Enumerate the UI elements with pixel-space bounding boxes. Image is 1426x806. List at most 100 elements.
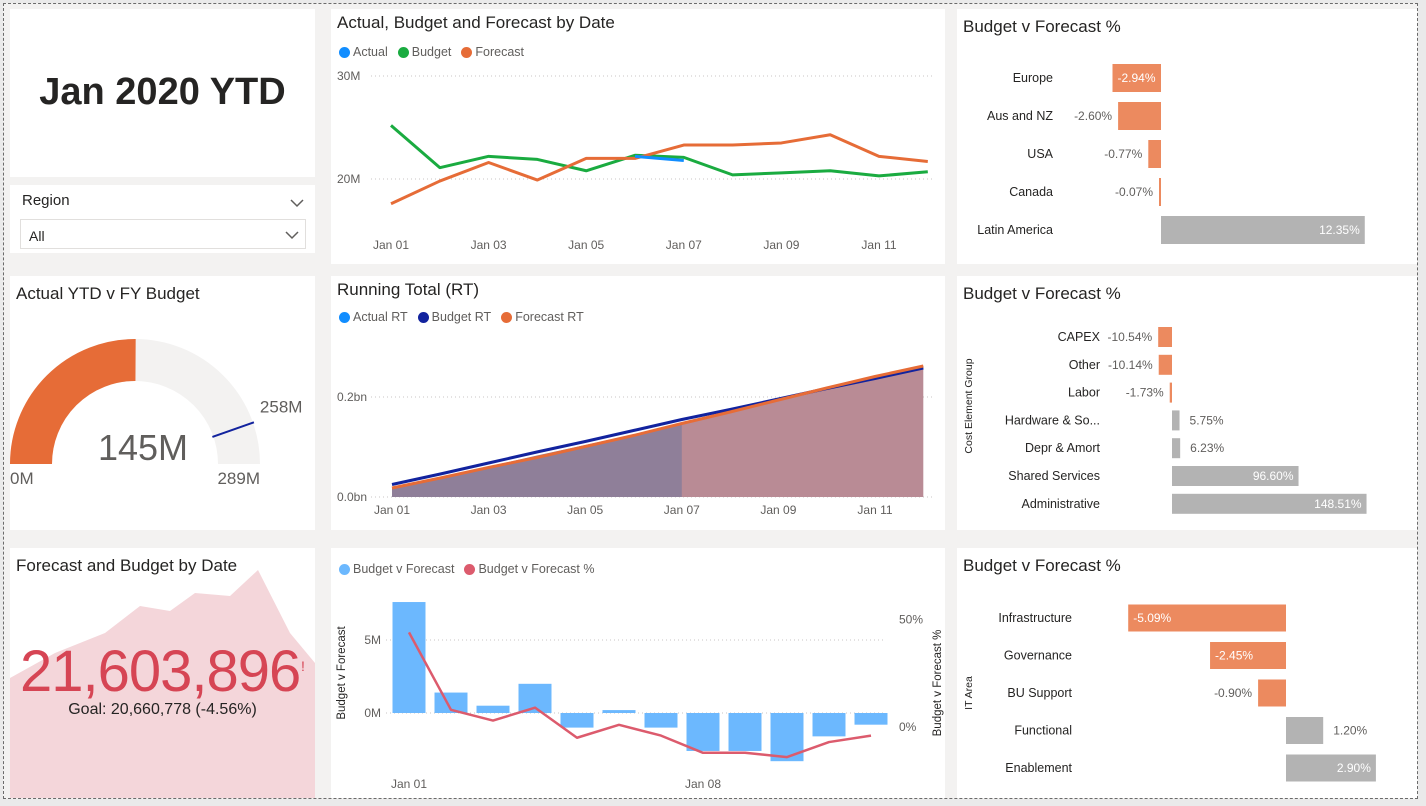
category-label: Labor bbox=[1068, 386, 1100, 400]
bar[interactable] bbox=[1286, 754, 1376, 782]
legend-marker bbox=[417, 311, 429, 323]
legend-item-budget-v-forecast[interactable]: Budget v Forecast bbox=[339, 562, 454, 576]
legend-item-forecast[interactable]: Forecast bbox=[461, 45, 524, 59]
gauge-value: 145M bbox=[98, 427, 188, 468]
legend-item-actual[interactable]: Actual bbox=[339, 45, 388, 59]
legend-label: Actual bbox=[353, 45, 388, 59]
it-bar-card[interactable]: Budget v Forecast % IT Area Infrastructur… bbox=[957, 548, 1417, 798]
bar[interactable] bbox=[1172, 493, 1367, 514]
region-slicer[interactable]: Region All bbox=[10, 185, 315, 253]
bar[interactable] bbox=[1172, 410, 1180, 431]
category-label: Governance bbox=[1004, 649, 1072, 663]
x-tick-label: Jan 09 bbox=[760, 503, 796, 517]
legend-label: Budget v Forecast bbox=[353, 562, 455, 576]
bar[interactable] bbox=[1172, 466, 1299, 486]
bar[interactable] bbox=[728, 713, 762, 751]
bar[interactable] bbox=[686, 713, 720, 751]
category-label: Shared Services bbox=[1008, 469, 1100, 483]
legend-item-budget-rt[interactable]: Budget RT bbox=[417, 310, 491, 324]
bar[interactable] bbox=[392, 602, 426, 713]
data-label: 2.90% bbox=[1337, 761, 1371, 775]
data-label: -0.77% bbox=[1104, 147, 1142, 161]
y-axis-title: Cost Element Group bbox=[963, 358, 975, 453]
it-bar-title: Budget v Forecast % bbox=[963, 556, 1121, 575]
bar[interactable] bbox=[1159, 178, 1161, 206]
x-tick-label: Jan 01 bbox=[373, 238, 409, 252]
bar[interactable] bbox=[1112, 64, 1161, 92]
legend-label: Forecast RT bbox=[515, 310, 584, 324]
bar[interactable] bbox=[644, 713, 678, 728]
bar[interactable] bbox=[434, 692, 468, 713]
category-label: Functional bbox=[1014, 724, 1072, 738]
kpi-card[interactable]: Forecast and Budget by Date 21,603,896 !… bbox=[10, 548, 315, 798]
legend-item-budget[interactable]: Budget bbox=[397, 45, 452, 59]
bar[interactable] bbox=[1286, 717, 1324, 744]
region-bar-card[interactable]: Budget v Forecast % Europe -2.94% Aus and … bbox=[957, 9, 1417, 264]
bar[interactable] bbox=[1128, 604, 1286, 632]
bar[interactable] bbox=[1258, 679, 1286, 707]
gauge-target-marker bbox=[212, 421, 255, 438]
category-label: Latin America bbox=[977, 223, 1053, 237]
bar[interactable] bbox=[812, 713, 846, 737]
bar[interactable] bbox=[1118, 102, 1161, 130]
series-line-forecast-rt[interactable] bbox=[391, 364, 924, 490]
legend-marker bbox=[339, 563, 350, 575]
legend-item-budget-v-forecast[interactable]: Budget v Forecast % bbox=[464, 562, 594, 576]
bar[interactable] bbox=[560, 713, 594, 728]
chevron-down-icon[interactable] bbox=[290, 198, 304, 208]
bar[interactable] bbox=[1172, 438, 1181, 459]
x-tick-label: Jan 08 bbox=[685, 777, 721, 791]
x-tick-label: Jan 11 bbox=[857, 503, 892, 517]
series-line-forecast[interactable] bbox=[390, 133, 928, 206]
gauge-card[interactable]: Actual YTD v FY Budget 145M 0M 289M 258M bbox=[10, 276, 315, 530]
x-tick-label: Jan 11 bbox=[861, 238, 896, 252]
bar[interactable] bbox=[602, 710, 636, 713]
region-bar-title: Budget v Forecast % bbox=[963, 17, 1121, 36]
bar[interactable] bbox=[854, 713, 888, 725]
series-line-pct[interactable] bbox=[407, 631, 872, 759]
bar[interactable] bbox=[476, 705, 510, 713]
category-label: Other bbox=[1069, 358, 1100, 372]
bar[interactable] bbox=[1148, 140, 1161, 168]
category-label: USA bbox=[1027, 147, 1053, 161]
line-chart-legend: Actual Budget Forecast bbox=[339, 45, 524, 59]
data-label: 96.60% bbox=[1253, 469, 1294, 483]
bar[interactable] bbox=[1158, 354, 1172, 375]
data-label: 148.51% bbox=[1314, 497, 1362, 511]
bar[interactable] bbox=[1210, 642, 1286, 669]
data-label: -2.60% bbox=[1074, 109, 1112, 123]
slicer-dropdown[interactable]: All bbox=[20, 219, 306, 249]
bar[interactable] bbox=[1169, 382, 1172, 403]
bar[interactable] bbox=[1158, 327, 1172, 347]
category-label: CAPEX bbox=[1058, 330, 1101, 344]
cost-bar-card[interactable]: Budget v Forecast % Cost Element Group CA… bbox=[957, 276, 1417, 530]
legend-item-actual-rt[interactable]: Actual RT bbox=[339, 310, 408, 324]
actual-rt-area bbox=[392, 424, 682, 497]
legend-label: Actual RT bbox=[353, 310, 408, 324]
kpi-trend-area bbox=[10, 570, 315, 798]
legend-marker bbox=[461, 46, 473, 58]
series-line-budget[interactable] bbox=[390, 124, 928, 178]
x-tick-label: Jan 01 bbox=[391, 777, 427, 791]
line-chart-card[interactable]: Actual, Budget and Forecast by Date Actu… bbox=[331, 9, 945, 264]
gauge-chart: 145M 0M 289M 258M bbox=[10, 339, 303, 488]
series-line-actual[interactable] bbox=[634, 154, 684, 162]
category-label: Hardware & So... bbox=[1005, 413, 1100, 427]
kpi-title: Forecast and Budget by Date bbox=[16, 556, 238, 575]
gauge-target-label: 258M bbox=[260, 397, 303, 416]
data-label: -1.73% bbox=[1126, 386, 1164, 400]
legend-label: Budget bbox=[411, 45, 452, 59]
kpi-alert-icon: ! bbox=[301, 658, 305, 674]
slicer-value: All bbox=[29, 228, 45, 244]
combo-chart-card[interactable]: Budget v Forecast Budget v Forecast % 5M 0… bbox=[331, 548, 945, 798]
bar[interactable] bbox=[1161, 216, 1365, 244]
category-label: Infrastructure bbox=[998, 611, 1072, 625]
data-label: -2.94% bbox=[1117, 71, 1155, 85]
combo-chart-plot: 5M 0M 50% 0% Budget v Forecast Budget v Forec… bbox=[336, 602, 944, 791]
chevron-down-icon[interactable] bbox=[285, 230, 299, 240]
legend-marker bbox=[339, 46, 350, 58]
legend-item-forecast-rt[interactable]: Forecast RT bbox=[501, 310, 584, 324]
running-total-card[interactable]: Running Total (RT) Actual RT Budget RT For… bbox=[331, 276, 945, 530]
category-label: Depr & Amort bbox=[1025, 441, 1101, 455]
data-label: -0.90% bbox=[1214, 686, 1252, 700]
